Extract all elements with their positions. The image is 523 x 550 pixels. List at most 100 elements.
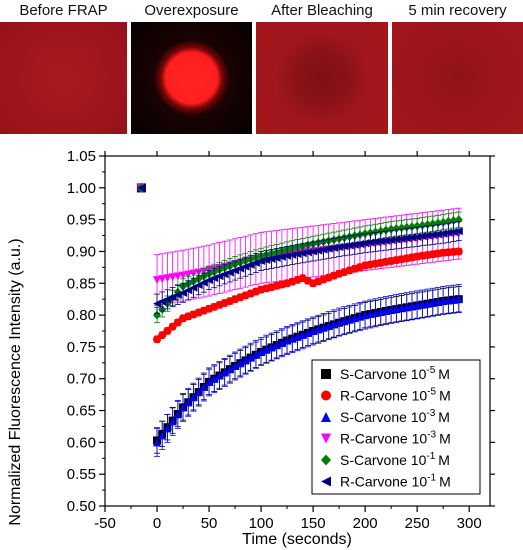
- data-point: [418, 220, 427, 230]
- x-tick-label: 250: [405, 515, 430, 532]
- data-point: [231, 362, 240, 370]
- data-point: [179, 403, 188, 412]
- data-point: [428, 219, 437, 229]
- legend-unit: M: [438, 366, 450, 382]
- data-point: [179, 271, 188, 280]
- data-point: [449, 227, 458, 236]
- micrograph-overexposure: [131, 22, 252, 134]
- data-point: [309, 247, 318, 256]
- data-point: [402, 234, 411, 243]
- data-point: [387, 224, 396, 234]
- data-point: [241, 356, 250, 365]
- data-point: [350, 240, 359, 249]
- data-point: [433, 218, 442, 228]
- x-tick-label: 300: [457, 515, 482, 532]
- y-tick-label: 0.75: [67, 339, 96, 356]
- legend-exponent: -5: [426, 365, 435, 376]
- data-point: [225, 365, 234, 374]
- legend-exponent: -3: [427, 430, 436, 441]
- data-point: [428, 230, 437, 239]
- data-point: [387, 236, 396, 244]
- data-point: [189, 393, 198, 402]
- data-point: [173, 272, 182, 281]
- data-point: [454, 247, 463, 256]
- data-point: [376, 237, 385, 246]
- data-point: [236, 359, 245, 368]
- data-point: [158, 431, 167, 440]
- y-tick-label: 0.55: [67, 466, 96, 483]
- legend-exponent: -5: [427, 387, 436, 398]
- data-point: [376, 226, 385, 236]
- panel-overexposure: Overexposure: [131, 0, 252, 136]
- data-point: [439, 229, 448, 238]
- x-tick-label: 100: [249, 515, 274, 532]
- legend-label: S-Carvone 10-5 M: [340, 365, 450, 382]
- frap-recovery-chart: -50 0 50 100 150 200 250 300 0.50 0.55 0.60 0.65 0.7…: [7, 148, 495, 548]
- x-tick-label: 200: [353, 515, 378, 532]
- data-point: [199, 278, 208, 287]
- data-point: [454, 227, 463, 236]
- data-point: [381, 225, 390, 235]
- legend-label: S-Carvone 10-1 M: [340, 451, 450, 468]
- frap-image-strip: Before FRAP Overexposure After Bleaching…: [0, 0, 523, 136]
- data-point: [444, 228, 453, 237]
- data-point: [277, 338, 286, 347]
- legend-name: R-Carvone 10: [340, 474, 427, 490]
- legend: S-Carvone 10-5 MR-Carvone 10-5 MS-Carvone …: [311, 359, 481, 495]
- data-point: [251, 350, 260, 359]
- prebleach-marker: [136, 183, 146, 193]
- y-tick-label: 0.90: [67, 243, 96, 260]
- y-axis-label: Normalized Fluorescence Intensity (a.u.): [7, 238, 24, 525]
- data-point: [324, 244, 333, 253]
- data-point: [454, 294, 463, 303]
- x-tick-label: 50: [201, 515, 218, 532]
- legend-unit: M: [439, 431, 451, 447]
- micrograph-after-bleaching: [256, 22, 388, 134]
- legend-marker: [321, 454, 331, 466]
- data-point: [283, 251, 292, 260]
- data-point: [319, 245, 328, 254]
- data-point: [407, 222, 416, 232]
- panel-title: After Bleaching: [271, 2, 373, 19]
- legend-name: R-Carvone 10: [340, 388, 427, 404]
- legend-exponent: -3: [426, 408, 435, 419]
- y-tick-label: 0.65: [67, 403, 96, 420]
- data-point: [288, 251, 297, 260]
- data-point: [413, 221, 422, 231]
- y-tick-label: 1.05: [67, 148, 96, 165]
- data-point: [215, 371, 224, 380]
- data-point: [153, 438, 162, 447]
- data-point: [262, 255, 271, 264]
- data-point: [184, 270, 193, 279]
- data-point: [293, 250, 302, 259]
- data-point: [153, 276, 162, 285]
- data-point: [407, 233, 416, 242]
- legend-exponent: -1: [427, 473, 436, 484]
- data-point: [439, 217, 448, 227]
- data-point: [267, 254, 276, 263]
- data-point: [314, 246, 323, 255]
- data-point: [205, 377, 214, 386]
- data-point: [418, 232, 427, 241]
- data-point: [444, 216, 453, 226]
- panel-title: 5 min recovery: [408, 2, 507, 19]
- legend-box: [311, 359, 481, 495]
- data-point: [277, 252, 286, 261]
- prebleach-point: [136, 182, 146, 193]
- y-tick-label: 0.70: [67, 371, 96, 388]
- series-triangle-up-0000ff: [153, 284, 463, 457]
- data-point: [173, 410, 182, 419]
- data-point: [392, 224, 401, 233]
- data-point: [194, 388, 203, 397]
- axes: -50 0 50 100 150 200 250 300 0.50 0.55 0.60 0.65 0.7…: [67, 148, 495, 532]
- data-point: [402, 222, 411, 232]
- legend-name: S-Carvone 10: [340, 452, 427, 468]
- data-point: [423, 220, 432, 229]
- data-point: [345, 241, 354, 250]
- legend-marker: [321, 433, 331, 444]
- micrograph-recovery: [392, 22, 523, 134]
- data-point: [184, 286, 193, 295]
- legend-name: S-Carvone 10: [340, 366, 427, 382]
- x-tick-label: 0: [153, 515, 161, 532]
- data-point: [184, 398, 193, 407]
